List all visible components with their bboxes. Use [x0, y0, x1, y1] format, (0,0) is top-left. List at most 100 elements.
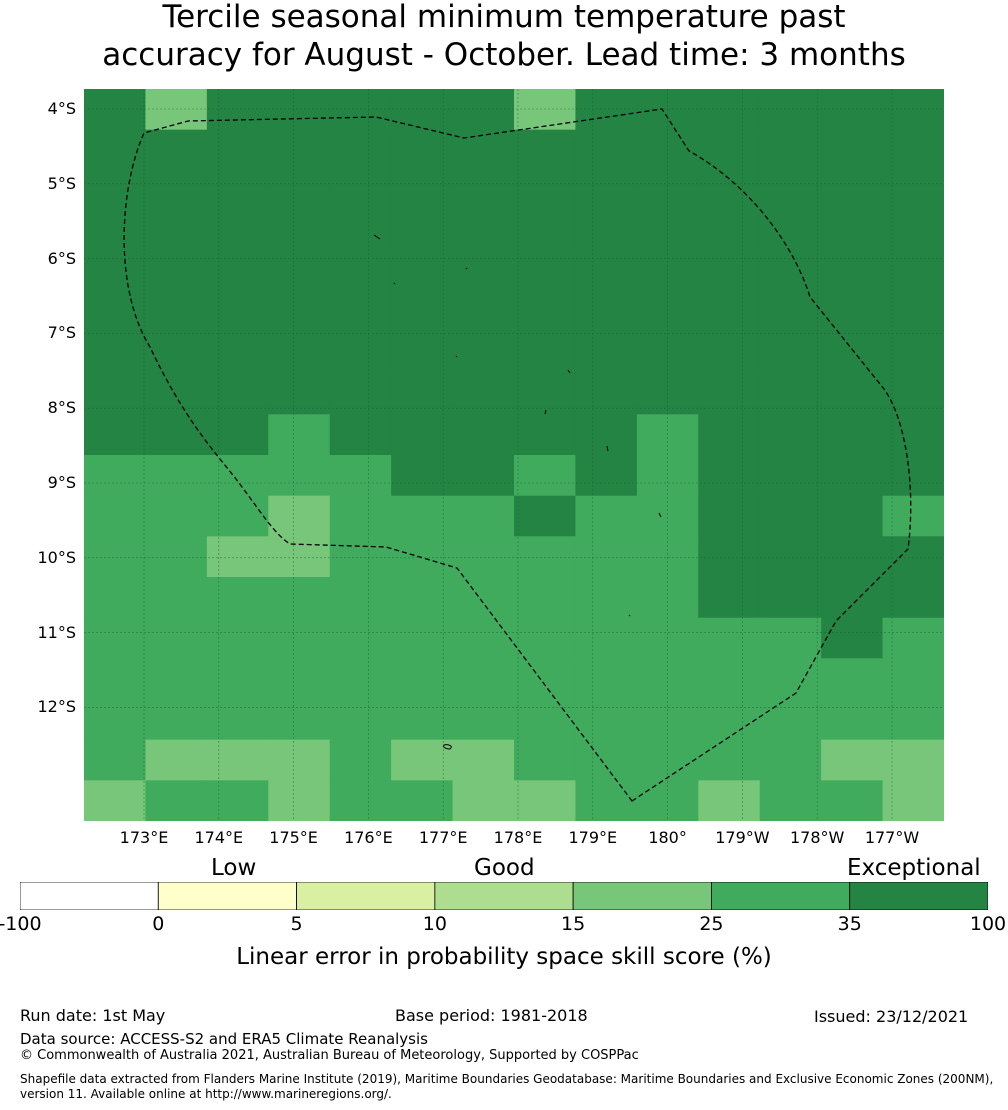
grid-cell — [759, 333, 822, 375]
grid-cell — [575, 292, 638, 334]
grid-cell — [514, 292, 577, 334]
grid-cell — [268, 780, 331, 821]
grid-cell — [268, 211, 331, 253]
grid-cell — [391, 292, 454, 334]
grid-cell — [759, 170, 822, 212]
grid-cell — [821, 292, 884, 334]
grid-cell — [575, 699, 638, 741]
grid-cell — [84, 129, 147, 171]
grid-cell — [145, 89, 208, 131]
grid-cell — [329, 617, 392, 659]
grid-cell — [452, 333, 515, 375]
grid-cell — [821, 414, 884, 456]
grid-cell — [452, 373, 515, 415]
grid-cell — [145, 251, 208, 293]
grid-cell — [821, 658, 884, 700]
grid-cell — [821, 89, 884, 131]
grid-cell — [759, 251, 822, 293]
grid-cell — [268, 89, 331, 131]
grid-cell — [145, 455, 208, 497]
grid-cell — [329, 170, 392, 212]
colorbar-category-good: Good — [474, 855, 535, 881]
grid-cell — [268, 577, 331, 619]
grid-cell — [514, 495, 577, 537]
grid-cell — [206, 211, 269, 253]
grid-cell — [268, 414, 331, 456]
grid-cell — [698, 414, 761, 456]
grid-cell — [514, 373, 577, 415]
grid-cell — [84, 211, 147, 253]
colorbar-tick-label: 100 — [969, 913, 1007, 935]
grid-cell — [391, 699, 454, 741]
colorbar-category-low: Low — [211, 855, 257, 881]
latitude-label: 11°S — [37, 622, 76, 642]
grid-cell — [514, 739, 577, 781]
longitude-label: 179°W — [715, 828, 770, 847]
longitude-label: 177°W — [864, 828, 920, 847]
grid-cell — [145, 373, 208, 415]
graticule — [84, 89, 944, 821]
grid-cell — [575, 455, 638, 497]
grid-cell — [329, 333, 392, 375]
colorbar-tick-label: 35 — [837, 913, 862, 935]
colorbar-tick-label: 15 — [561, 913, 586, 935]
grid-cell — [452, 780, 515, 821]
grid-cell — [575, 333, 638, 375]
grid-cell — [329, 455, 392, 497]
grid-cell — [329, 780, 392, 821]
grid-cell — [882, 780, 944, 821]
grid-cell — [268, 617, 331, 659]
grid-cell — [145, 495, 208, 537]
grid-cell — [206, 292, 269, 334]
grid-cell — [145, 414, 208, 456]
grid-cell — [882, 658, 944, 700]
latitude-label: 4°S — [47, 99, 76, 118]
grid-cell — [882, 536, 944, 578]
grid-cell — [575, 739, 638, 781]
grid-cell — [821, 739, 884, 781]
grid-cell — [698, 333, 761, 375]
grid-cell — [759, 129, 822, 171]
grid-cell — [391, 333, 454, 375]
grid-cell — [514, 658, 577, 700]
grid-cell — [84, 780, 147, 821]
grid-cell — [84, 455, 147, 497]
grid-cell — [882, 129, 944, 171]
grid-cell — [206, 414, 269, 456]
grid-cell — [391, 780, 454, 821]
latitude-label: 6°S — [47, 248, 76, 268]
grid-cell — [882, 292, 944, 334]
grid-cell — [145, 780, 208, 821]
grid-cell — [268, 333, 331, 375]
grid-cell — [329, 89, 392, 131]
grid-cell — [329, 373, 392, 415]
grid-cell — [391, 577, 454, 619]
grid-cell — [698, 129, 761, 171]
grid-cell — [575, 170, 638, 212]
grid-cell — [452, 292, 515, 334]
copyright: © Commonwealth of Australia 2021, Austra… — [20, 1048, 639, 1063]
colorbar-segment — [20, 882, 159, 910]
grid-cell — [514, 617, 577, 659]
skill-map — [84, 89, 944, 821]
grid-cell — [821, 373, 884, 415]
colorbar-tick-label: 0 — [152, 913, 165, 935]
grid-cell — [452, 617, 515, 659]
grid-cell — [84, 170, 147, 212]
grid-cell — [268, 658, 331, 700]
grid-cell — [452, 129, 515, 171]
grid-cell — [514, 536, 577, 578]
grid-cell — [882, 617, 944, 659]
grid-cell — [821, 333, 884, 375]
grid-cell — [145, 699, 208, 741]
grid-cell — [206, 495, 269, 537]
grid-cell — [514, 699, 577, 741]
grid-cell — [206, 251, 269, 293]
eez-boundary — [123, 108, 912, 802]
grid-cell — [575, 658, 638, 700]
grid-cell — [84, 89, 147, 131]
grid-cell — [206, 780, 269, 821]
grid-cell — [84, 699, 147, 741]
grid-cell — [145, 577, 208, 619]
grid-cell — [882, 170, 944, 212]
